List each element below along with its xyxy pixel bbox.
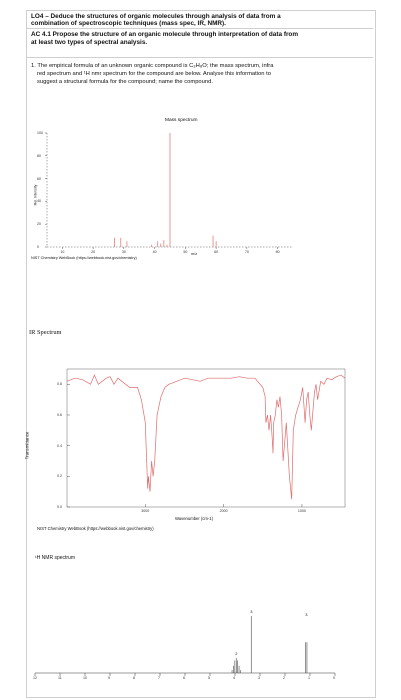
- worksheet-page: LO4 – Deduce the structures of organic m…: [24, 10, 376, 698]
- ms-x-tick-label: 10: [60, 250, 65, 254]
- ms-y-tick-label: 20: [37, 222, 41, 227]
- mass-spectrum-xlabel: m/z: [191, 252, 198, 256]
- ms-y-tick-label: 80: [37, 153, 41, 158]
- ms-y-tick-label: 60: [37, 176, 41, 181]
- ms-x-tick-label: 60: [214, 250, 219, 254]
- ms-x-tick-label: 70: [244, 250, 249, 254]
- nmr-x-tick-label: 11: [58, 676, 62, 680]
- mass-spectrum-source: NIST Chemistry WebBook (https://webbook.…: [31, 256, 137, 260]
- ir-spectrum-chart: [66, 368, 346, 508]
- ms-x-tick-label: 50: [183, 250, 188, 254]
- nmr-x-tick-label: 0: [333, 676, 335, 680]
- lo4-line-1: LO4 – Deduce the structures of organic m…: [31, 13, 281, 20]
- nmr-x-tick-label: 10: [83, 676, 87, 680]
- nmr-x-tick-label: 3: [258, 676, 260, 680]
- mass-spectrum-chart: [45, 132, 293, 249]
- ir-y-tick-label: 0.0: [57, 505, 62, 509]
- nmr-peak-label: 3: [305, 612, 308, 617]
- nmr-peak-label: 3: [250, 609, 253, 614]
- ir-spectrum-ylabel: Transmittance: [24, 431, 30, 460]
- ir-y-tick-label: 0.8: [57, 382, 62, 387]
- question-line-3: suggest a structural formula for the com…: [37, 79, 213, 85]
- ac41-line-1: AC 4.1 Propose the structure of an organ…: [31, 31, 299, 38]
- ms-y-tick-label: 100: [37, 131, 43, 135]
- ir-x-tick-label: 1000: [297, 509, 306, 513]
- header-divider: [27, 28, 373, 29]
- ms-x-tick-label: 80: [275, 250, 280, 254]
- nmr-x-tick-label: 6: [183, 676, 185, 680]
- lo4-line-2: combination of spectroscopic techniques …: [31, 20, 226, 27]
- ms-x-tick-label: 30: [121, 250, 126, 254]
- ir-plot-frame: [66, 368, 346, 508]
- question-1: 1. The empirical formula of an unknown o…: [27, 58, 373, 100]
- nmr-x-tick-label: 2: [283, 676, 285, 680]
- nmr-x-tick-label: 9: [108, 676, 110, 680]
- question-line-2: red spectrum and ¹H nmr spectrum for the…: [37, 71, 271, 77]
- nmr-x-tick-label: 1: [308, 676, 310, 680]
- ir-x-tick-label: 3000: [141, 509, 150, 513]
- nmr-spectrum-title: ¹H NMR spectrum: [35, 555, 76, 561]
- ir-spectrum-title: IR Spectrum: [29, 329, 62, 336]
- ac41-line-2: at least two types of spectral analysis.: [31, 39, 148, 46]
- ir-spectrum-xlabel: Wavenumber (cm-1): [175, 516, 214, 521]
- ir-x-tick-label: 2000: [219, 509, 228, 513]
- mass-spectrum-title: Mass spectrum: [165, 118, 198, 123]
- nmr-x-tick-label: 7: [158, 676, 160, 680]
- nmr-peak-label: 2: [235, 651, 238, 656]
- ir-transmittance-line: [66, 374, 346, 500]
- ms-y-tick-label: 40: [37, 199, 41, 204]
- ms-y-tick-label: 0: [37, 245, 39, 249]
- ir-y-tick-label: 0.2: [57, 474, 62, 479]
- nmr-x-tick-label: 5: [208, 676, 210, 680]
- nmr-x-tick-label: 8: [133, 676, 135, 680]
- ir-spectrum-source: NIST Chemistry WebBook (https://webbook.…: [37, 526, 154, 531]
- question-line-1: 1. The empirical formula of an unknown o…: [31, 63, 274, 69]
- ms-x-tick-label: 20: [91, 250, 96, 254]
- nmr-spectrum-chart: 2 3 3: [34, 609, 336, 676]
- nmr-x-tick-label: 4: [233, 676, 235, 680]
- ms-x-tick-label: 40: [152, 250, 157, 254]
- nmr-x-tick-label: 12: [33, 676, 37, 680]
- ir-y-tick-label: 0.4: [57, 443, 62, 448]
- ir-y-tick-label: 0.6: [57, 413, 62, 417]
- learning-outcomes-box: LO4 – Deduce the structures of organic m…: [27, 11, 373, 58]
